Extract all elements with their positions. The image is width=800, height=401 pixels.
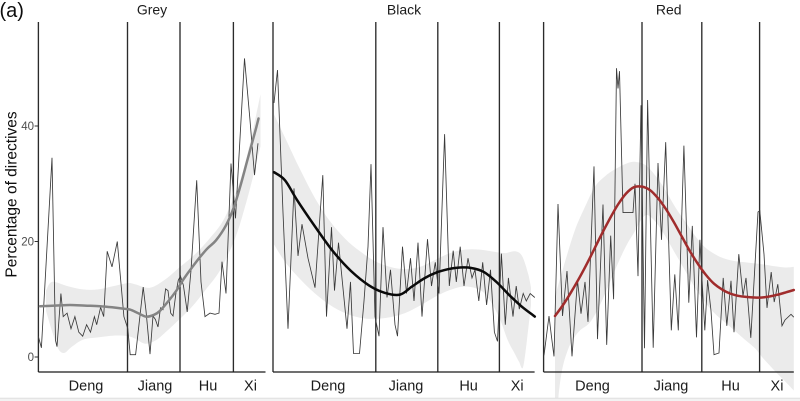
svg-text:Deng: Deng: [575, 378, 610, 394]
svg-text:Jiang: Jiang: [138, 378, 173, 394]
svg-text:Xi: Xi: [511, 378, 524, 394]
svg-text:Percentage of directives: Percentage of directives: [4, 111, 21, 278]
svg-text:Grey: Grey: [137, 2, 167, 18]
svg-text:Red: Red: [656, 2, 682, 18]
svg-text:Deng: Deng: [69, 378, 104, 394]
svg-text:Hu: Hu: [199, 378, 218, 394]
svg-text:(a): (a): [0, 0, 24, 22]
svg-text:Jiang: Jiang: [389, 378, 424, 394]
svg-text:0: 0: [28, 352, 34, 364]
svg-text:Hu: Hu: [721, 378, 740, 394]
svg-text:Xi: Xi: [244, 378, 257, 394]
svg-text:40: 40: [21, 121, 34, 133]
svg-text:Hu: Hu: [459, 378, 478, 394]
svg-text:20: 20: [21, 237, 34, 249]
svg-text:Xi: Xi: [771, 378, 784, 394]
svg-text:Deng: Deng: [311, 378, 346, 394]
svg-text:Jiang: Jiang: [654, 378, 689, 394]
svg-text:Black: Black: [387, 2, 422, 18]
